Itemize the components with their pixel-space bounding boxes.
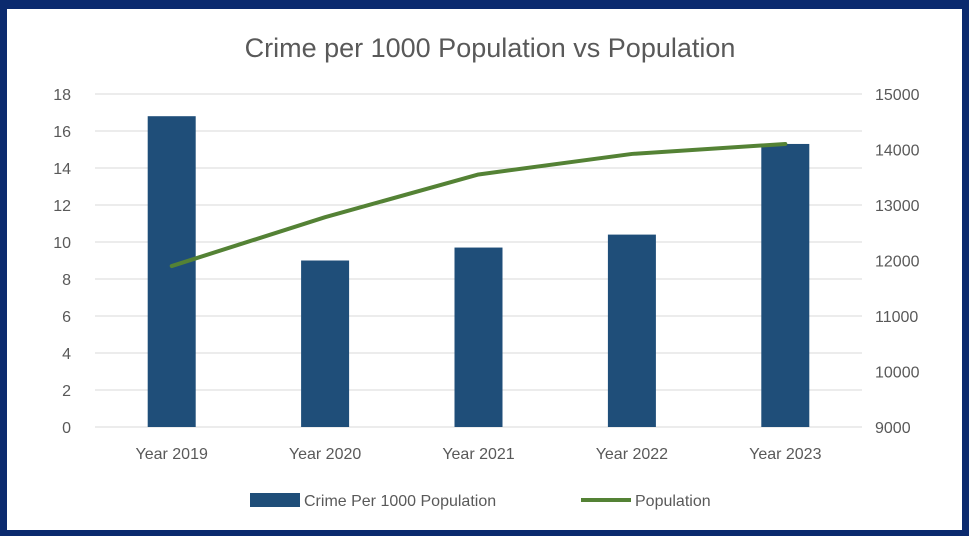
y-left-tick-label: 0 xyxy=(62,420,71,437)
y-right-tick-label: 11000 xyxy=(875,309,918,326)
x-tick-label: Year 2023 xyxy=(749,446,821,463)
y-left-tick-label: 4 xyxy=(62,346,71,363)
y-left-tick-label: 14 xyxy=(53,161,71,178)
left-axis: 0 2 4 6 8 10 12 14 16 18 xyxy=(53,87,71,437)
bar xyxy=(607,234,656,427)
y-right-tick-label: 10000 xyxy=(875,365,920,382)
y-right-tick-label: 15000 xyxy=(875,87,920,104)
y-left-tick-label: 10 xyxy=(53,235,71,252)
bar xyxy=(761,143,810,427)
combo-chart: Crime per 1000 Population vs Population … xyxy=(53,33,920,510)
x-tick-label: Year 2022 xyxy=(596,446,668,463)
legend: Crime Per 1000 Population Population xyxy=(250,493,711,510)
x-tick-label: Year 2019 xyxy=(136,446,208,463)
bar-series xyxy=(147,116,810,427)
y-right-tick-label: 13000 xyxy=(875,198,920,215)
legend-swatch-bar xyxy=(250,493,300,507)
y-right-tick-label: 9000 xyxy=(875,420,911,437)
y-left-tick-label: 16 xyxy=(53,124,71,141)
y-left-tick-label: 2 xyxy=(62,383,71,400)
chart-frame: Crime per 1000 Population vs Population … xyxy=(7,9,962,530)
legend-label-crime: Crime Per 1000 Population xyxy=(304,493,496,510)
y-left-tick-label: 8 xyxy=(62,272,71,289)
bar xyxy=(454,247,503,427)
y-left-tick-label: 6 xyxy=(62,309,71,326)
x-tick-label: Year 2021 xyxy=(442,446,514,463)
x-tick-label: Year 2020 xyxy=(289,446,361,463)
y-right-tick-label: 12000 xyxy=(875,254,920,271)
legend-label-population: Population xyxy=(635,493,711,510)
y-right-tick-label: 14000 xyxy=(875,143,920,160)
bar xyxy=(301,260,350,427)
right-axis: 9000 10000 11000 12000 13000 14000 15000 xyxy=(875,87,920,437)
line-series xyxy=(169,141,788,269)
x-axis: Year 2019 Year 2020 Year 2021 Year 2022 Year… xyxy=(136,446,822,463)
bar xyxy=(147,116,196,427)
y-left-tick-label: 18 xyxy=(53,87,71,104)
y-left-tick-label: 12 xyxy=(53,198,71,215)
chart-title: Crime per 1000 Population vs Population xyxy=(245,33,736,63)
